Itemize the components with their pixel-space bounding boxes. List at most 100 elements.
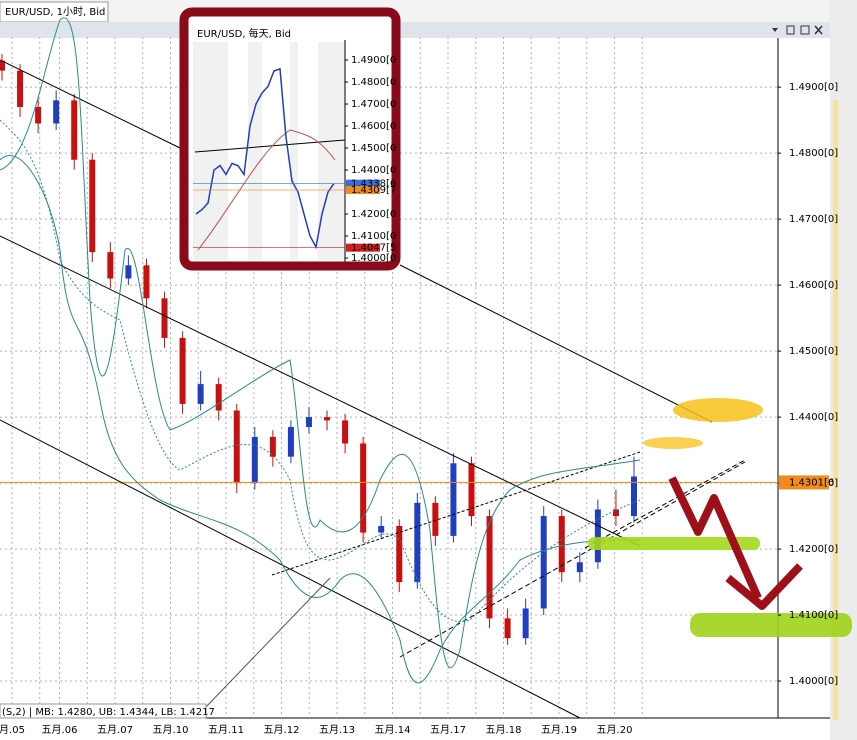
x-tick-label: 五月.06: [42, 724, 78, 736]
current-price-box: [779, 475, 829, 490]
y-tick-label: 1.4800[0: [351, 77, 396, 88]
candle-body: [179, 337, 186, 404]
candle-body: [468, 463, 475, 517]
candle-body: [89, 159, 96, 253]
tab-bar: [0, 0, 857, 22]
x-tick-label: 五月.18: [486, 724, 522, 736]
y-tick-label: 1.4600[0: [351, 121, 396, 132]
toolbar: [0, 22, 830, 38]
y-tick-label: 1.4000[0: [351, 253, 396, 264]
candle-body: [143, 265, 150, 299]
channel-line: [0, 419, 581, 719]
dashed-line: [584, 459, 746, 549]
close-button[interactable]: [814, 25, 823, 35]
y-tick-label: 1.4500[0: [351, 143, 396, 154]
x-tick-label: 五月.19: [541, 724, 577, 736]
marker-box: [346, 179, 380, 188]
x-tick-label: 五月.10: [153, 724, 189, 736]
forecast-arrow: [668, 476, 762, 600]
bollinger-bands: [0, 17, 641, 684]
candle-body: [450, 463, 457, 536]
y-tick-label: 1.4900[0]: [789, 82, 838, 93]
indicator-label: (S,2) | MB: 1.4280, UB: 1.4344, LB: 1.42…: [2, 707, 215, 718]
y-tick-label: 1.4500[0]: [789, 346, 838, 357]
price-line: [195, 67, 335, 250]
x-tick-label: 五月.14: [375, 724, 411, 736]
y-tick-label: 1.4400[0]: [789, 412, 838, 423]
inset-moving-average: [197, 129, 336, 251]
inset-trend-line: [194, 139, 346, 153]
candle-body: [233, 410, 240, 484]
marker-label: 1.4309[7: [351, 185, 396, 196]
candle-body: [504, 618, 511, 639]
candle-body: [522, 608, 529, 639]
inset-shading: [193, 42, 345, 260]
support-highlight: [690, 613, 852, 637]
x-tick-label: 五月.11: [208, 724, 244, 736]
candle-body: [215, 384, 222, 411]
restore-button[interactable]: [800, 25, 810, 35]
y-tick-label: 1.4100[0]: [789, 610, 838, 621]
connector-line: [204, 577, 331, 709]
candle-body: [287, 426, 294, 457]
candle-body: [324, 417, 331, 421]
marker-label: 1.4047[5: [351, 243, 396, 254]
current-price-label: 1.4301[6: [789, 477, 834, 488]
candle-body: [360, 443, 367, 533]
candle-body: [594, 509, 601, 563]
y-tick-label: 1.4200[0]: [789, 544, 838, 555]
candle-body: [576, 562, 583, 573]
x-tick-label: 五月.07: [97, 724, 133, 736]
candle-body: [432, 502, 439, 536]
candle-body: [71, 100, 78, 160]
candle-body: [378, 525, 385, 533]
channel-line: [0, 59, 181, 149]
x-tick-label: 月.05: [0, 724, 25, 736]
pin-button[interactable]: [786, 25, 795, 35]
y-tick-label: 1.4200[0: [351, 209, 396, 220]
resistance-highlight: [673, 398, 763, 422]
candle-body: [540, 516, 547, 609]
candle-body: [0, 60, 5, 71]
y-tick-label: 1.4700[0]: [789, 214, 838, 225]
y-tick-label: 1.4400[0: [351, 165, 396, 176]
y-tick-label: 1.4600[0]: [789, 280, 838, 291]
x-tick-label: 五月.20: [597, 724, 633, 736]
lower-band: [0, 155, 641, 684]
candle-body: [414, 502, 421, 583]
middle-band: [0, 119, 641, 622]
chart-title: EUR/USD, 1小时, Bid: [5, 6, 105, 18]
candle-body: [53, 100, 60, 124]
candle-body: [161, 298, 168, 338]
marker-box: [346, 243, 380, 252]
x-tick-label: 五月.12: [264, 724, 300, 736]
upper-band: [0, 17, 641, 669]
channel-line: [0, 235, 641, 547]
candle-body: [35, 106, 42, 124]
indicator-box: [0, 703, 207, 719]
candle-body: [631, 476, 637, 517]
marker-label: 1.4338[6: [351, 179, 396, 190]
inset-title: EUR/USD, 每天, Bid: [197, 27, 291, 40]
inset-band: [262, 42, 290, 260]
candle-body: [342, 420, 349, 444]
resistance-highlight: [643, 437, 703, 449]
inset-chart: [193, 67, 345, 250]
y-tick-label: 1.4000[0]: [789, 676, 838, 687]
y-tick-label: 1.4800[0]: [789, 148, 838, 159]
candle-body: [107, 252, 114, 279]
candle-body: [125, 265, 132, 279]
candle-body: [197, 384, 204, 404]
candle-body: [305, 417, 312, 427]
highlights: [588, 398, 852, 637]
candle-body: [269, 436, 276, 457]
main-chart: [0, 37, 778, 718]
channel-line: [399, 264, 713, 423]
x-tick-label: 五月.13: [319, 724, 355, 736]
dropdown-button[interactable]: [772, 28, 778, 32]
inset-band: [298, 42, 318, 260]
candle-body: [612, 509, 619, 517]
support-highlight: [588, 537, 760, 550]
candle-body: [558, 516, 565, 573]
